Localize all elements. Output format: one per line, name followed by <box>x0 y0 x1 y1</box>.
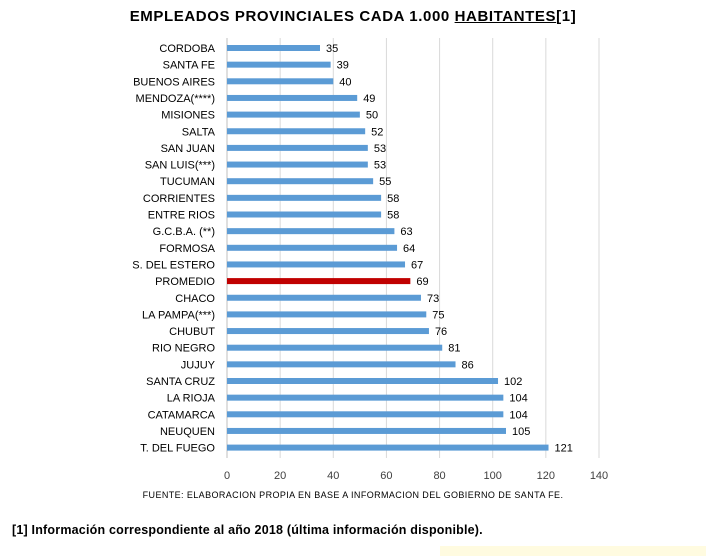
data-label: 105 <box>512 426 530 438</box>
bar <box>227 144 368 151</box>
bar <box>227 211 382 218</box>
category-label: LA PAMPA(***) <box>142 309 215 321</box>
data-label: 39 <box>337 60 349 72</box>
data-label: 40 <box>339 76 351 88</box>
category-label: RIO NEGRO <box>152 343 215 355</box>
category-label: S. DEL ESTERO <box>132 259 215 271</box>
category-label: LA RIOJA <box>167 393 216 405</box>
bar <box>227 78 334 85</box>
x-tick-label: 80 <box>433 470 445 482</box>
bar <box>227 361 456 368</box>
bar <box>227 427 506 434</box>
bar <box>227 378 499 384</box>
data-label: 73 <box>427 293 439 305</box>
bar <box>227 178 374 185</box>
bar <box>227 244 398 251</box>
data-label: 35 <box>326 43 338 55</box>
x-tick-label: 40 <box>327 470 339 482</box>
category-label: JUJUY <box>181 359 216 371</box>
data-label: 53 <box>374 143 386 155</box>
data-label: 69 <box>416 276 428 288</box>
x-tick-label: 20 <box>274 470 286 482</box>
bar <box>227 444 549 451</box>
bar <box>227 194 382 201</box>
bar-chart: CORDOBA 35 SANTA FE 39 BUENOS AIRES 40 MENDOZA… <box>132 38 608 482</box>
bar <box>227 228 395 235</box>
x-tick-label: 100 <box>484 470 502 482</box>
category-label: CORDOBA <box>159 43 215 55</box>
category-label: CATAMARCA <box>148 409 216 421</box>
category-label: ENTRE RIOS <box>148 210 215 222</box>
category-label: MENDOZA(****) <box>136 93 215 105</box>
category-label: CHACO <box>175 293 215 305</box>
category-label: G.C.B.A. (**) <box>153 226 215 238</box>
bar-average <box>227 278 411 285</box>
bar <box>227 61 331 68</box>
data-label: 58 <box>387 193 399 205</box>
bar <box>227 111 360 118</box>
data-label: 81 <box>448 343 460 355</box>
data-label: 53 <box>374 160 386 172</box>
data-label: 67 <box>411 259 423 271</box>
data-label: 52 <box>371 126 383 138</box>
data-label: 121 <box>555 443 573 455</box>
data-label: 86 <box>462 359 474 371</box>
bar <box>227 261 406 268</box>
bar <box>227 94 358 101</box>
data-label: 75 <box>432 309 444 321</box>
category-label: MISIONES <box>161 110 215 122</box>
category-label: SANTA FE <box>163 60 215 72</box>
data-label: 104 <box>509 409 527 421</box>
category-label: PROMEDIO <box>155 276 215 288</box>
highlight-strip <box>440 546 706 556</box>
bar <box>227 294 421 301</box>
chart-title-main: EMPLEADOS PROVINCIALES CADA 1.000 <box>129 8 455 25</box>
data-label: 55 <box>379 176 391 188</box>
bar <box>227 45 320 51</box>
data-label: 58 <box>387 210 399 222</box>
chart-title-link[interactable]: HABITANTES <box>454 8 557 25</box>
footnote: [1] Información correspondiente al año 2… <box>12 523 483 537</box>
x-tick-label: 120 <box>537 470 555 482</box>
data-label: 104 <box>509 393 527 405</box>
category-label: TUCUMAN <box>160 176 215 188</box>
bar <box>227 394 504 401</box>
category-label: SAN LUIS(***) <box>145 160 215 172</box>
data-label: 49 <box>363 93 375 105</box>
chart-source: FUENTE: ELABORACION PROPIA EN BASE A INF… <box>142 490 564 500</box>
x-tick-label: 140 <box>590 470 608 482</box>
x-tick-label: 0 <box>224 470 230 482</box>
bar <box>227 411 504 418</box>
bar <box>227 161 368 168</box>
category-label: FORMOSA <box>159 243 215 255</box>
category-label: CHUBUT <box>169 326 215 338</box>
category-label: SAN JUAN <box>161 143 215 155</box>
bar <box>227 344 443 351</box>
category-label: SALTA <box>182 126 216 138</box>
category-label: T. DEL FUEGO <box>140 443 215 455</box>
category-label: BUENOS AIRES <box>133 76 215 88</box>
category-label: CORRIENTES <box>143 193 215 205</box>
data-label: 76 <box>435 326 447 338</box>
category-label: NEUQUEN <box>160 426 215 438</box>
data-label: 63 <box>400 226 412 238</box>
bar <box>227 328 429 335</box>
chart-title: EMPLEADOS PROVINCIALES CADA 1.000 HABITA… <box>0 8 706 25</box>
x-tick-label: 60 <box>380 470 392 482</box>
data-label: 64 <box>403 243 415 255</box>
bar <box>227 128 366 135</box>
bar <box>227 311 427 318</box>
data-label: 102 <box>504 376 522 388</box>
category-label: SANTA CRUZ <box>146 376 215 388</box>
data-label: 50 <box>366 110 378 122</box>
chart-title-footnote-ref: [1] <box>556 8 577 25</box>
